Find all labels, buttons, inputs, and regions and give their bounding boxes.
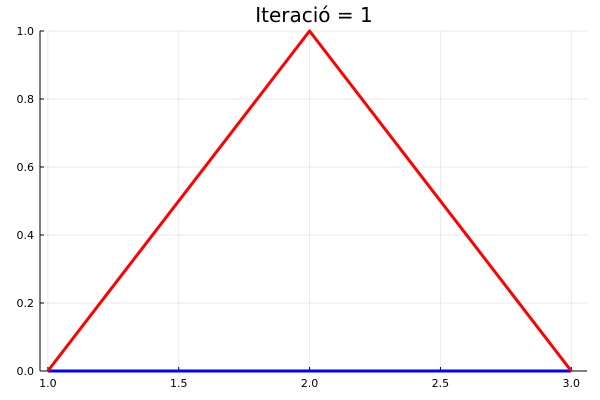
grid <box>40 30 587 372</box>
y-tick-label: 0.2 <box>17 297 35 310</box>
y-tick-label: 0.8 <box>17 93 35 106</box>
series-layer <box>46 29 573 373</box>
y-tick-label: 0.4 <box>17 229 35 242</box>
y-tick-label: 0.0 <box>17 365 35 378</box>
series-line-2 <box>46 29 573 372</box>
y-tick-label: 1.0 <box>17 25 35 38</box>
chart-title: Iteració = 1 <box>255 3 373 27</box>
y-tick-label: 0.6 <box>17 161 35 174</box>
x-tick-label: 2.5 <box>432 377 450 390</box>
x-tick-label: 3.0 <box>563 377 581 390</box>
x-tick-label: 2.0 <box>301 377 319 390</box>
axes <box>39 30 587 372</box>
tick-labels: 1.0 1.5 2.0 2.5 3.0 0.0 0.2 0.4 0.6 0.8 1.0 <box>17 25 581 390</box>
x-tick-label: 1.5 <box>170 377 188 390</box>
x-tick-label: 1.0 <box>39 377 57 390</box>
